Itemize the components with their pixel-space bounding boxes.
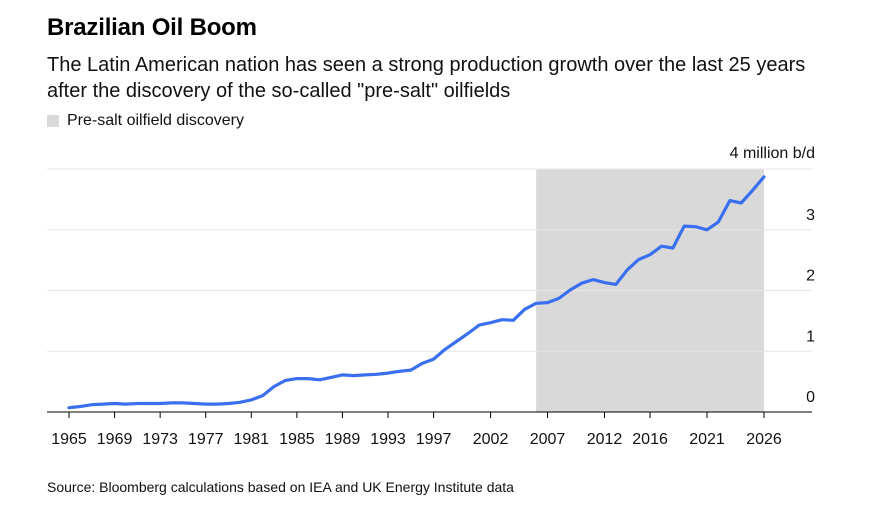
x-tick-label: 1977 xyxy=(188,431,224,448)
y-tick-label: 0 xyxy=(806,389,815,406)
x-tick-label: 1985 xyxy=(279,431,315,448)
x-tick-label: 1993 xyxy=(370,431,406,448)
chart-subtitle: The Latin American nation has seen a str… xyxy=(47,54,806,102)
x-tick-label: 2002 xyxy=(473,431,509,448)
x-tick-label: 1973 xyxy=(142,431,178,448)
y-tick-label: 3 xyxy=(806,207,815,224)
x-tick-label: 1997 xyxy=(416,431,452,448)
x-tick-label: 1969 xyxy=(97,431,133,448)
y-unit-label: 4 million b/d xyxy=(730,145,815,162)
y-tick-label: 1 xyxy=(806,328,815,345)
x-tick-label: 2026 xyxy=(746,431,782,448)
x-tick-label: 2021 xyxy=(689,431,725,448)
source-note: Source: Bloomberg calculations based on … xyxy=(47,479,514,495)
x-tick-label: 1981 xyxy=(233,431,269,448)
x-tick-label: 1965 xyxy=(51,431,87,448)
legend-label: Pre-salt oilfield discovery xyxy=(67,112,244,129)
legend: Pre-salt oilfield discovery xyxy=(47,112,244,130)
x-tick-label: 2012 xyxy=(587,431,623,448)
legend-swatch xyxy=(47,115,59,127)
x-tick-label: 1989 xyxy=(325,431,361,448)
series-line-oil-production xyxy=(67,175,766,410)
x-tick-label: 2016 xyxy=(632,431,668,448)
x-tick-label: 2007 xyxy=(530,431,566,448)
chart-title: Brazilian Oil Boom xyxy=(47,14,257,41)
y-tick-label: 2 xyxy=(806,268,815,285)
